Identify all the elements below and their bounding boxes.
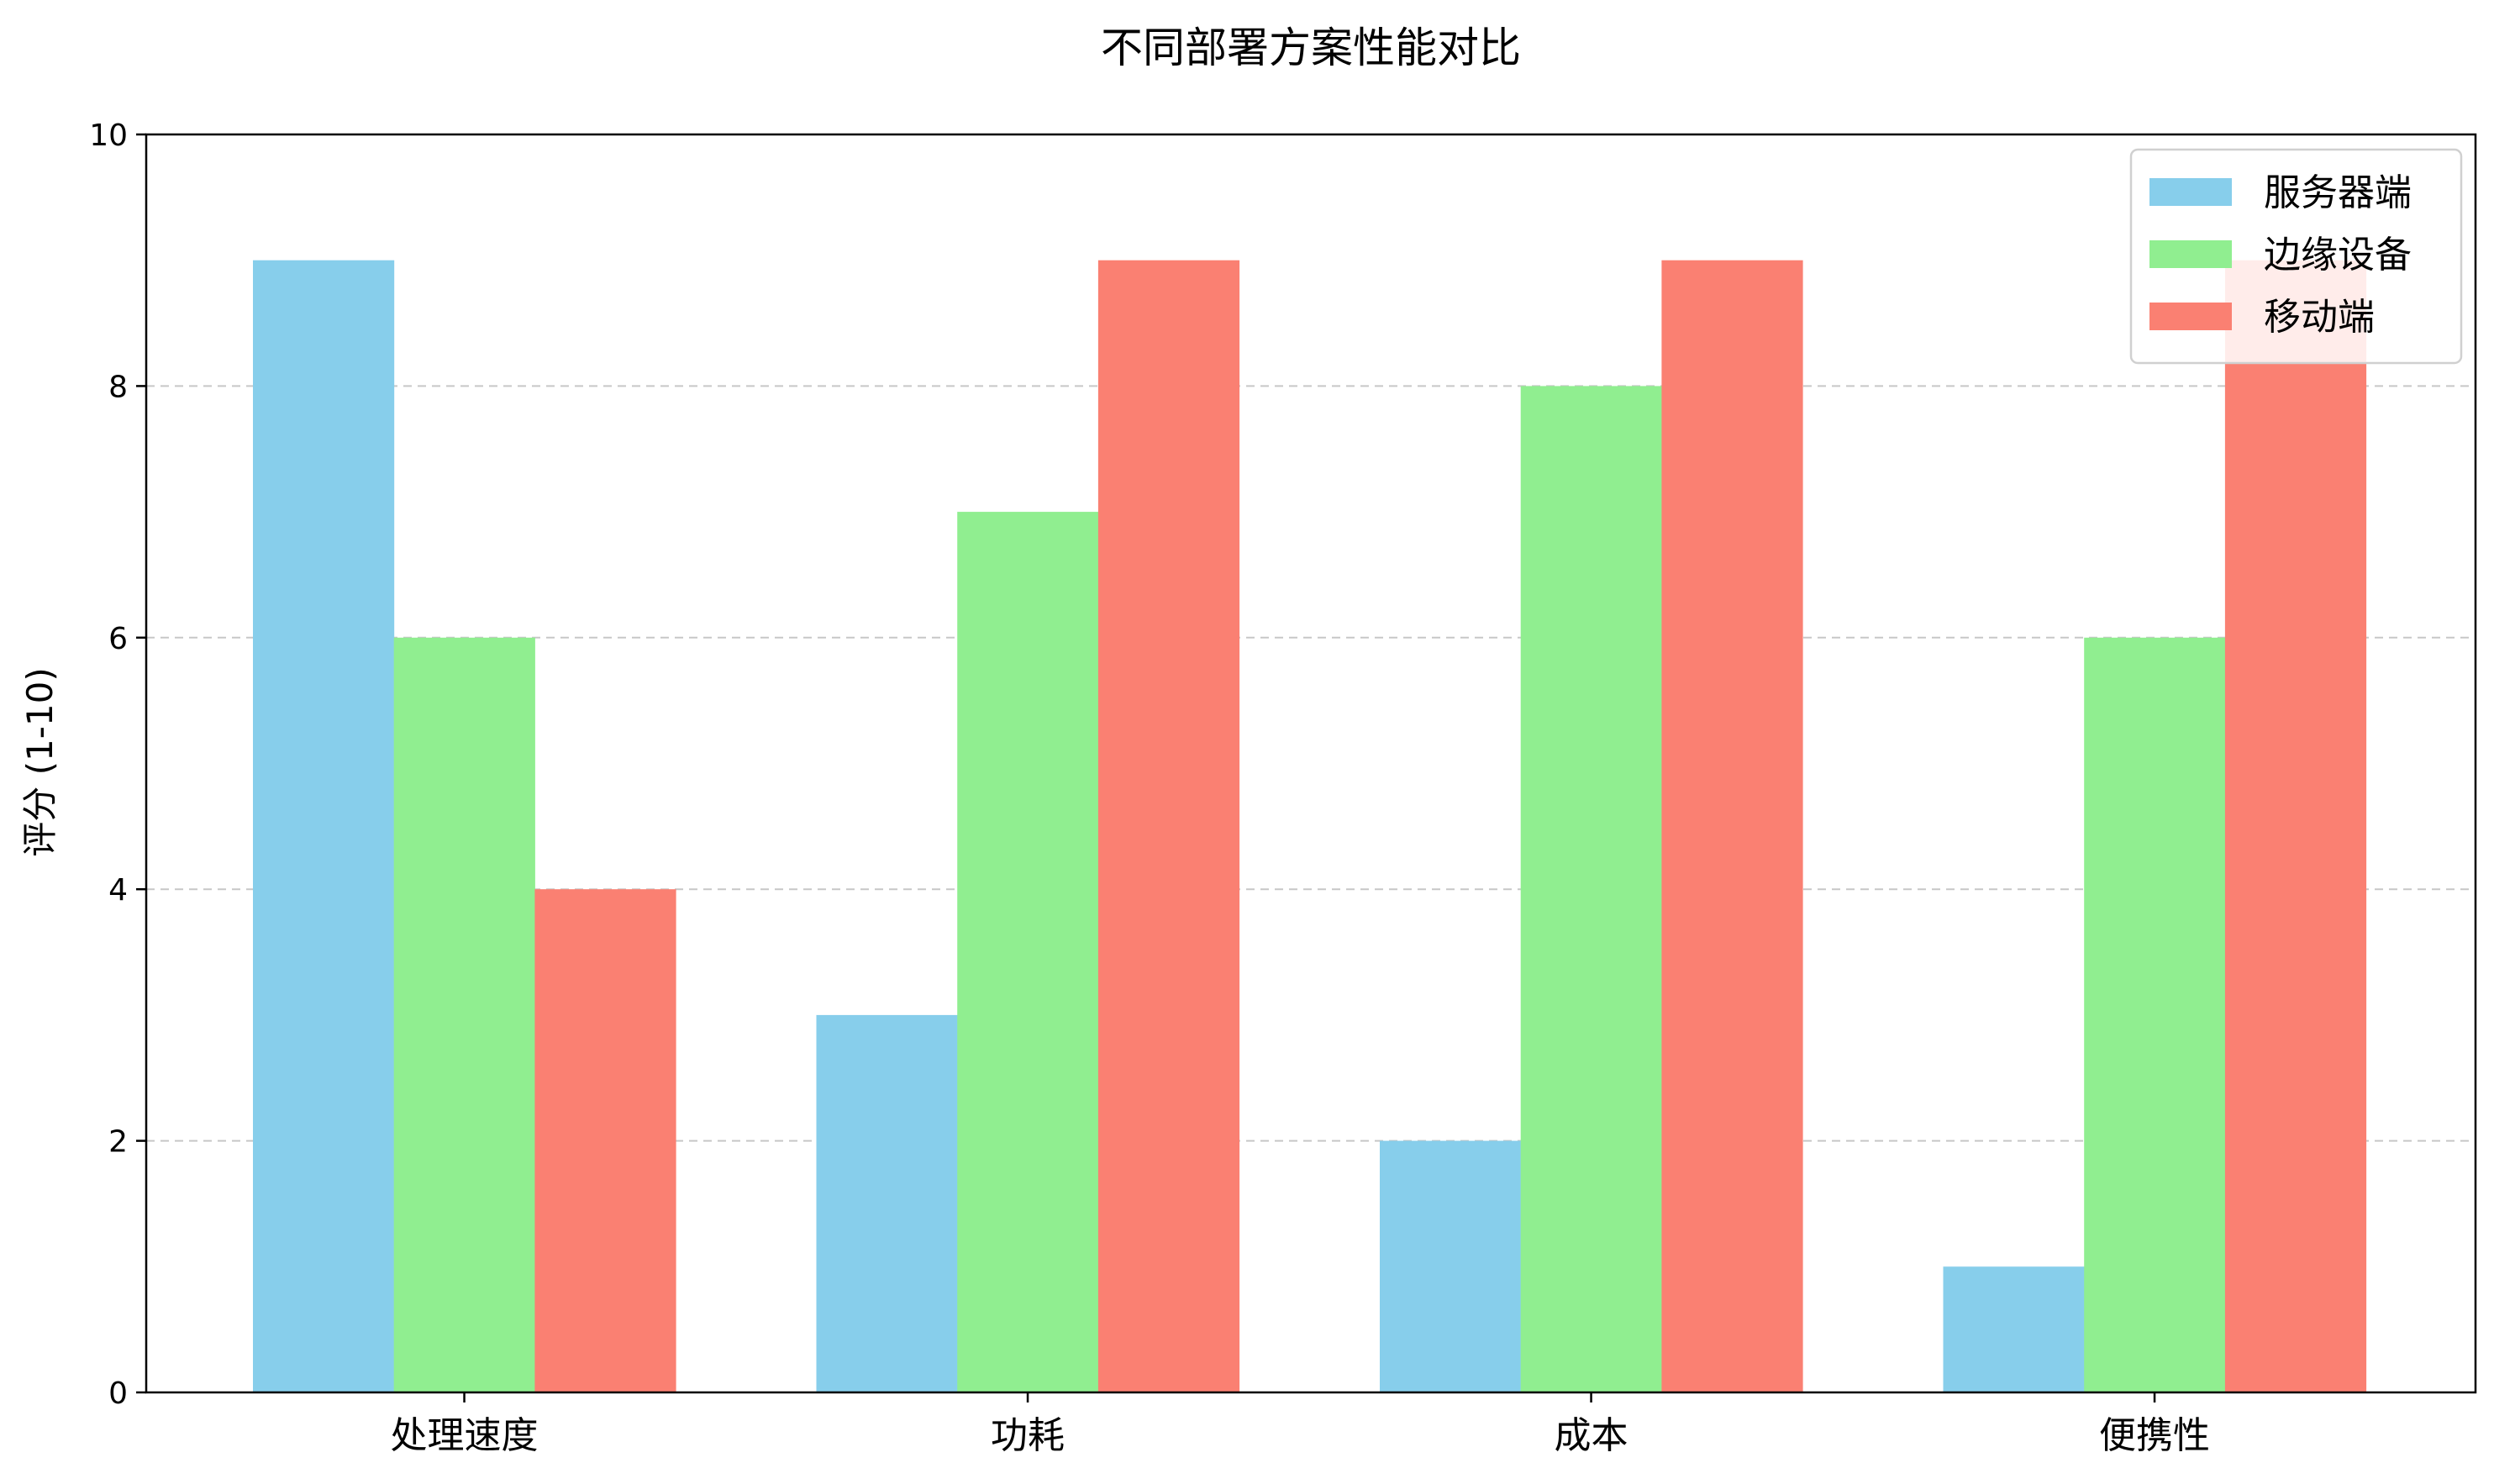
y-tick-label: 10 [89, 118, 128, 153]
y-tick-label: 0 [108, 1376, 128, 1411]
legend-label: 移动端 [2264, 296, 2375, 339]
y-tick-label: 4 [108, 873, 128, 908]
bar-3-2 [1097, 260, 1240, 1393]
legend-swatch [2149, 178, 2232, 206]
bar-2-4 [2084, 637, 2226, 1392]
legend-swatch [2149, 240, 2232, 268]
bar-1-2 [816, 1014, 958, 1392]
bar-2-2 [957, 512, 1099, 1392]
x-tick-label: 成本 [1555, 1414, 1628, 1457]
x-tick-label: 便携性 [2099, 1414, 2210, 1457]
chart-title: 不同部署方案性能对比 [1101, 24, 1521, 72]
legend-label: 边缘设备 [2264, 234, 2412, 276]
y-tick-label: 8 [108, 370, 128, 404]
bar-2-1 [393, 637, 535, 1392]
axis-ticks: 0 2 4 6 8 10 处理速度 功耗 成本 便携性 [89, 118, 2210, 1457]
legend-label: 服务器端 [2264, 171, 2412, 214]
y-tick-label: 2 [108, 1125, 128, 1160]
plot-frame [145, 133, 2477, 1394]
bars [253, 260, 2367, 1393]
y-tick-label: 6 [108, 622, 128, 656]
bar-1-4 [1943, 1266, 2085, 1392]
bar-1-1 [253, 260, 395, 1393]
bar-3-4 [2224, 260, 2367, 1393]
y-axis-label: 评分 (1-10) [19, 667, 61, 856]
bar-1-3 [1380, 1140, 1522, 1392]
bar-3-3 [1661, 260, 1803, 1393]
x-tick-label: 处理速度 [391, 1414, 539, 1457]
legend-swatch [2149, 303, 2232, 330]
x-tick-label: 功耗 [991, 1414, 1065, 1457]
bar-3-1 [534, 889, 676, 1392]
bar-2-3 [1520, 386, 1662, 1392]
